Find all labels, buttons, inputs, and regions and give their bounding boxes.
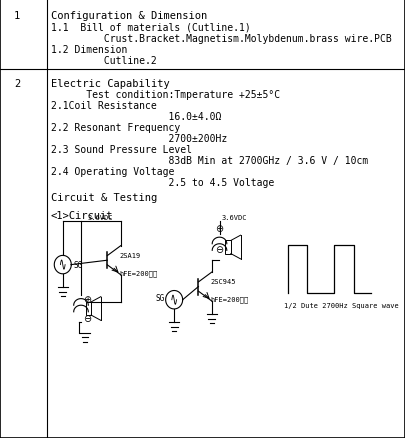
Text: 1.1  Bill of materials (Cutline.1): 1.1 Bill of materials (Cutline.1) [51,23,250,33]
Text: ⊕: ⊕ [215,223,224,233]
Text: 2SA19: 2SA19 [119,252,141,258]
Text: ⊕: ⊕ [83,294,91,304]
Text: ⊖: ⊖ [215,245,224,254]
Text: 3.6VDC: 3.6VDC [222,214,247,220]
Text: Test condition:Tmperature +25±5°C: Test condition:Tmperature +25±5°C [51,90,280,100]
Text: Electric Capability: Electric Capability [51,79,169,89]
Text: hFE=200以上: hFE=200以上 [211,296,249,302]
Text: ⊖: ⊖ [83,314,91,323]
Text: <1>Circuit: <1>Circuit [51,210,113,220]
Text: 2700±200Hz: 2700±200Hz [51,134,227,144]
Text: 1.2 Dimension: 1.2 Dimension [51,45,127,55]
Text: Cutline.2: Cutline.2 [51,56,156,66]
Text: 2.4 Operating Voltage: 2.4 Operating Voltage [51,166,174,177]
Text: 2: 2 [14,79,20,89]
Bar [86,302,91,315]
Text: 1/2 Dute 2700Hz Square wave: 1/2 Dute 2700Hz Square wave [284,302,398,308]
Text: SG: SG [73,261,83,269]
Text: Circuit & Testing: Circuit & Testing [51,193,157,203]
Text: 3.6VDC: 3.6VDC [87,214,113,220]
Text: 2.1Coil Resistance: 2.1Coil Resistance [51,101,156,111]
Text: hFE=200以上: hFE=200以上 [119,269,158,276]
Text: 2.5 to 4.5 Voltage: 2.5 to 4.5 Voltage [51,177,274,187]
Text: 83dB Min at 2700GHz / 3.6 V / 10cm: 83dB Min at 2700GHz / 3.6 V / 10cm [51,155,368,166]
Text: SG: SG [156,293,165,302]
Text: 16.0±4.0Ω: 16.0±4.0Ω [51,112,221,122]
Text: 2.3 Sound Pressure Level: 2.3 Sound Pressure Level [51,145,192,155]
Text: 2.2 Resonant Frequency: 2.2 Resonant Frequency [51,123,180,133]
Text: Configuration & Dimension: Configuration & Dimension [51,11,207,21]
Bar [225,241,231,254]
Text: 1: 1 [14,11,20,21]
Text: 2SC945: 2SC945 [211,279,236,285]
Text: Crust.Bracket.Magnetism.Molybdenum.brass wire.PCB: Crust.Bracket.Magnetism.Molybdenum.brass… [51,34,391,44]
